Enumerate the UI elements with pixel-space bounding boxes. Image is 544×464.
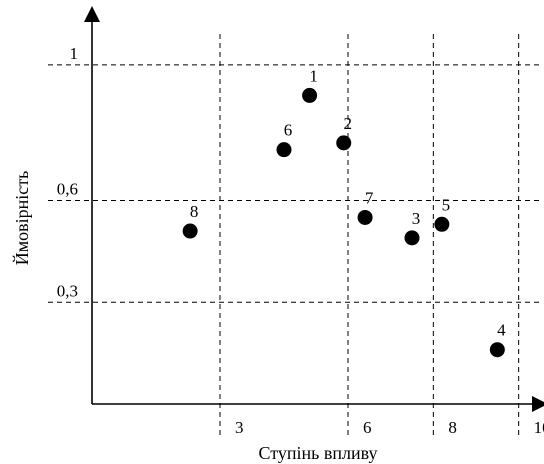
y-tick-labels: 0,3 0,6 1 (57, 44, 78, 300)
x-tick-label-10: 10 (534, 418, 544, 437)
y-tick-label-0,6: 0,6 (57, 180, 78, 199)
grid (48, 34, 540, 438)
data-point-4 (489, 342, 505, 358)
data-point-label-1: 1 (309, 66, 318, 85)
data-points: 1 2 3 4 5 6 7 8 (182, 66, 506, 358)
data-point-label-7: 7 (365, 188, 374, 207)
x-tick-labels: 3 6 8 10 (235, 418, 544, 437)
data-point-label-3: 3 (412, 209, 421, 228)
data-point-label-8: 8 (190, 202, 199, 221)
data-point-label-6: 6 (284, 121, 293, 140)
data-point-label-5: 5 (442, 195, 451, 214)
y-tick-label-0,3: 0,3 (57, 281, 78, 300)
x-tick-label-6: 6 (363, 418, 372, 437)
data-point-3 (404, 230, 420, 246)
data-point-6 (276, 142, 292, 158)
data-point-8 (182, 223, 198, 239)
x-tick-label-8: 8 (448, 418, 457, 437)
data-point-label-4: 4 (497, 321, 506, 340)
y-axis-title: Ймовірність (12, 171, 32, 266)
x-tick-label-3: 3 (235, 418, 244, 437)
x-axis-title: Ступінь впливу (258, 443, 377, 463)
data-point-5 (434, 216, 450, 232)
y-tick-label-1: 1 (70, 44, 79, 63)
data-point-label-2: 2 (343, 114, 352, 133)
data-point-1 (302, 87, 318, 103)
data-point-2 (336, 135, 352, 151)
data-point-7 (357, 209, 373, 225)
